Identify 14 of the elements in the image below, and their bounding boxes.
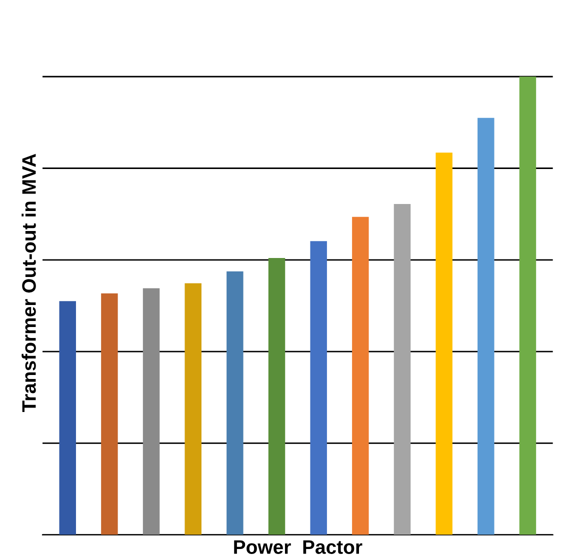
bar xyxy=(268,258,286,535)
x-axis-title: Power Pactor xyxy=(234,540,362,554)
bar xyxy=(59,301,76,535)
bar xyxy=(310,241,327,535)
bar xyxy=(394,204,411,535)
bar xyxy=(184,283,202,535)
bar xyxy=(101,293,118,535)
bar xyxy=(142,288,160,535)
y-axis-title: Transformer Out-out in MVA xyxy=(22,154,36,412)
bar xyxy=(478,118,494,535)
bar xyxy=(352,216,369,535)
bar xyxy=(436,152,452,535)
bar xyxy=(226,271,244,535)
bar xyxy=(519,76,536,535)
